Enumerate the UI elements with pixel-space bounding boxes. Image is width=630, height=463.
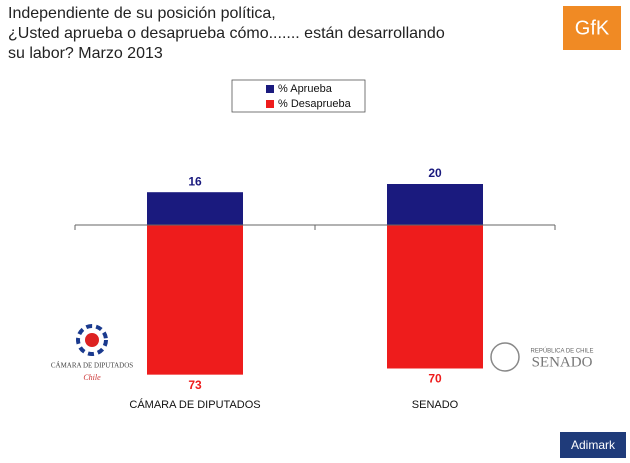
camara-logo: CÁMARA DE DIPUTADOS Chile bbox=[51, 324, 133, 382]
data-label: 70 bbox=[428, 372, 442, 386]
data-label: 73 bbox=[188, 378, 202, 392]
chart-title: Independiente de su posición política, bbox=[8, 5, 276, 22]
gfk-logo bbox=[563, 6, 621, 50]
x-tick-label: SENADO bbox=[412, 399, 459, 411]
bar bbox=[147, 225, 243, 375]
camara-text: CÁMARA DE DIPUTADOS bbox=[51, 362, 133, 370]
senado-text: SENADO bbox=[532, 354, 593, 370]
chart-title: ¿Usted aprueba o desaprueba cómo....... … bbox=[8, 25, 445, 42]
legend-label: % Desaprueba bbox=[278, 98, 352, 110]
legend bbox=[231, 79, 366, 113]
adimark-logo bbox=[560, 432, 626, 458]
legend-label: % Aprueba bbox=[278, 83, 333, 95]
data-label: 16 bbox=[188, 174, 202, 188]
bar bbox=[147, 192, 243, 225]
data-label: 20 bbox=[428, 166, 442, 180]
chart-title: su labor? Marzo 2013 bbox=[8, 45, 163, 62]
senado-logo: REPÚBLICA DE CHILE SENADO bbox=[490, 342, 594, 372]
legend-swatch bbox=[266, 85, 274, 93]
bar bbox=[387, 184, 483, 225]
gfk-text: GfK bbox=[575, 17, 610, 39]
x-tick-label: CÁMARA DE DIPUTADOS bbox=[129, 398, 260, 411]
bar bbox=[387, 225, 483, 369]
adimark-text: Adimark bbox=[571, 438, 616, 452]
legend-swatch bbox=[266, 100, 274, 108]
camara-sub: Chile bbox=[83, 373, 101, 382]
senado-top: REPÚBLICA DE CHILE bbox=[530, 348, 593, 355]
